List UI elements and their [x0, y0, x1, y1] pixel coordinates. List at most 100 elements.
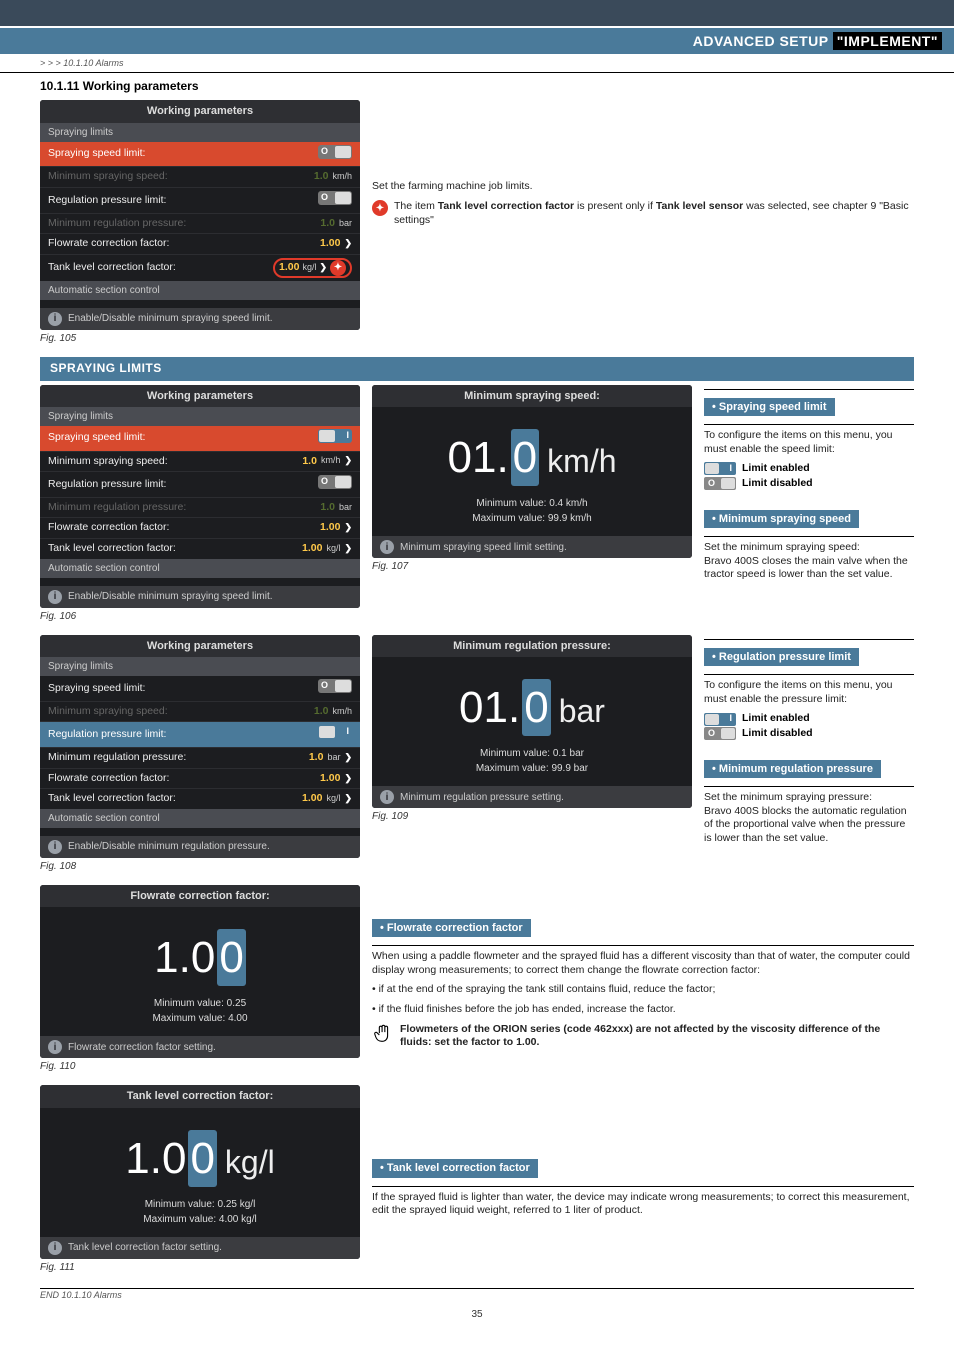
panel-fig105: Working parameters Spraying limits Spray… [40, 100, 360, 330]
toggle[interactable]: O [318, 475, 352, 489]
row-value: 1.0bar [320, 501, 352, 515]
info-icon: i [48, 840, 62, 854]
display-fig107: Minimum spraying speed: 01.0 km/h Minimu… [372, 385, 692, 558]
row-label: Regulation pressure limit: [48, 478, 166, 492]
panel-row[interactable]: Spraying speed limit:I [40, 426, 360, 452]
note-star: The item Tank level correction factor is… [394, 200, 914, 227]
breadcrumb: > > > 10.1.10 Alarms [0, 54, 954, 73]
panel-row[interactable]: Minimum regulation pressure:1.0bar [40, 214, 360, 235]
tag-spraying-speed-limit: • Spraying speed limit [704, 398, 835, 416]
info-text: Enable/Disable minimum spraying speed li… [68, 312, 273, 325]
row-label: Minimum spraying speed: [48, 705, 168, 719]
info-bar: i Enable/Disable minimum spraying speed … [40, 308, 360, 330]
row-label: Tank level correction factor: [48, 542, 176, 556]
header-highlight: "IMPLEMENT" [833, 32, 942, 50]
toggle[interactable]: O [318, 191, 352, 205]
display-fig110: Flowrate correction factor: 1.00 Minimum… [40, 885, 360, 1058]
display-fig111: Tank level correction factor: 1.00 kg/l … [40, 1085, 360, 1258]
info-bar: i Enable/Disable minimum regulation pres… [40, 836, 360, 858]
minmax: Minimum value: 0.4 km/h Maximum value: 9… [372, 496, 692, 526]
band-spraying-limits: SPRAYING LIMITS [40, 357, 914, 381]
tag-tank-level-correction: • Tank level correction factor [372, 1159, 538, 1177]
marker-star-icon: ✦ [330, 260, 346, 276]
row-value: 1.00kg/l❯ [302, 792, 352, 806]
tag-reg-press-limit: • Regulation pressure limit [704, 648, 859, 666]
section-title: 10.1.11 Working parameters [0, 77, 954, 101]
digit-edit[interactable]: 0 [217, 929, 245, 986]
row-label: Minimum spraying speed: [48, 455, 168, 469]
note-set-limits: Set the farming machine job limits. [372, 180, 914, 194]
panel-fig106: Working parameters Spraying limits Spray… [40, 385, 360, 608]
panel-row[interactable]: Minimum regulation pressure: 1.0bar❯ [40, 748, 360, 769]
row-value: 1.00kg/l❯ [302, 542, 352, 556]
row-label: Regulation pressure limit: [48, 728, 166, 742]
panel-row[interactable]: Tank level correction factor: 1.00kg/l❯✦ [40, 255, 360, 281]
info-icon: i [380, 790, 394, 804]
row-value: 1.0km/h [314, 705, 352, 719]
row-label: Minimum spraying speed: [48, 170, 168, 184]
row-value: 1.00❯ [320, 772, 352, 786]
info-icon: i [48, 1040, 62, 1054]
display-fig109: Minimum regulation pressure: 01.0 bar Mi… [372, 635, 692, 808]
big-value: 01.0 km/h [448, 429, 617, 486]
toggle[interactable]: O [318, 679, 352, 693]
hand-icon [372, 1023, 394, 1045]
digit-edit[interactable]: 0 [522, 679, 550, 736]
toggle[interactable]: I [318, 725, 352, 739]
panel-row[interactable]: Regulation pressure limit: O [40, 472, 360, 498]
panel-fig108: Working parameters Spraying limits Spray… [40, 635, 360, 858]
row-value: 1.0km/h❯ [302, 455, 352, 469]
row-label: Flowrate correction factor: [48, 772, 169, 786]
footer: END 10.1.10 Alarms [40, 1288, 914, 1302]
toggle[interactable]: O [318, 145, 352, 159]
digit-edit[interactable]: 0 [511, 429, 539, 486]
panel-row[interactable]: Flowrate correction factor: 1.00❯ [40, 769, 360, 790]
row-label: Tank level correction factor: [48, 261, 176, 275]
row-value: 1.0km/h [314, 170, 352, 184]
info-icon: i [48, 312, 62, 326]
panel-row[interactable]: Spraying speed limit:O [40, 676, 360, 702]
big-value: 1.00 [154, 929, 246, 986]
info-bar: i Flowrate correction factor setting. [40, 1036, 360, 1058]
panel-row[interactable]: Spraying speed limit:O [40, 142, 360, 168]
row-label: Flowrate correction factor: [48, 521, 169, 535]
top-bar [0, 0, 954, 26]
marker-star-icon: ✦ [372, 200, 388, 216]
panel-row[interactable]: Tank level correction factor: 1.00kg/l❯ [40, 539, 360, 559]
row-value: 1.00❯ [320, 237, 352, 251]
toggle-on-icon [704, 462, 736, 475]
panel-row[interactable]: Minimum regulation pressure:1.0bar [40, 498, 360, 519]
header-prefix: ADVANCED SETUP [693, 33, 829, 49]
panel-subhead-2: Automatic section control [40, 281, 360, 300]
tag-flowrate-correction: • Flowrate correction factor [372, 919, 531, 937]
toggle-off-icon [704, 477, 736, 490]
digit-edit[interactable]: 0 [188, 1130, 216, 1187]
panel-title: Working parameters [40, 100, 360, 122]
big-value: 1.00 kg/l [125, 1130, 274, 1187]
row-label: Flowrate correction factor: [48, 237, 169, 251]
row-label: Tank level correction factor: [48, 792, 176, 806]
panel-row[interactable]: Minimum spraying speed: 1.0km/h [40, 702, 360, 723]
panel-row[interactable]: Minimum spraying speed: 1.0km/h [40, 167, 360, 188]
page-number: 35 [0, 1308, 954, 1321]
row-value: 1.00kg/l❯✦ [273, 258, 352, 278]
info-bar: i Minimum spraying speed limit setting. [372, 536, 692, 558]
row-label: Minimum regulation pressure: [48, 217, 186, 231]
row-label: Minimum regulation pressure: [48, 751, 186, 765]
fig-caption: Fig. 105 [40, 332, 360, 345]
panel-row[interactable]: Regulation pressure limit:O [40, 188, 360, 214]
toggle-on-icon [704, 713, 736, 726]
panel-row[interactable]: Minimum spraying speed: 1.0km/h❯ [40, 452, 360, 473]
panel-row[interactable]: Regulation pressure limit: I [40, 722, 360, 748]
toggle[interactable]: I [318, 429, 352, 443]
info-icon: i [380, 540, 394, 554]
panel-row[interactable]: Flowrate correction factor: 1.00❯ [40, 234, 360, 255]
info-icon: i [48, 590, 62, 604]
explain: To configure the items on this menu, you… [704, 429, 914, 456]
panel-row[interactable]: Flowrate correction factor:1.00❯ [40, 518, 360, 539]
info-icon: i [48, 1241, 62, 1255]
explain: Set the minimum spraying speed: Bravo 40… [704, 541, 914, 582]
row-value: 1.0bar❯ [309, 751, 352, 765]
info-bar: i Minimum regulation pressure setting. [372, 786, 692, 808]
panel-row[interactable]: Tank level correction factor: 1.00kg/l❯ [40, 789, 360, 809]
